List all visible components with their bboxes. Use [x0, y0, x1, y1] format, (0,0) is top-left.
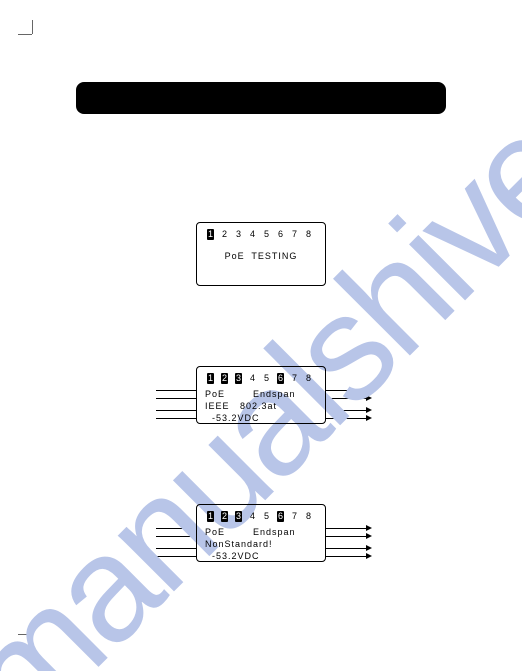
wire-left — [156, 410, 196, 411]
wire-left — [156, 548, 196, 549]
wire-right — [326, 418, 366, 419]
pin-3: 3 — [235, 373, 242, 384]
pin-2: 2 — [221, 511, 228, 522]
wire-right — [326, 536, 366, 537]
lcd3-line2: NonStandard! — [205, 538, 317, 550]
header-black-bar — [76, 82, 446, 114]
arrow-right-icon — [366, 415, 372, 421]
pin-6: 6 — [277, 373, 284, 384]
arrow-right-icon — [366, 395, 372, 401]
lcd3-pins: 12345678 — [207, 511, 317, 522]
lcd2-line3: -53.2VDC — [205, 412, 317, 424]
lcd-display-nonstandard: 12345678 PoE Endspan NonStandard! -53.2V… — [196, 504, 326, 562]
wire-left — [156, 390, 196, 391]
pin-3: 3 — [235, 229, 242, 240]
lcd3-line1: PoE Endspan — [205, 526, 317, 538]
pin-5: 5 — [263, 511, 270, 522]
wire-right — [326, 556, 366, 557]
lcd-display-ieee: 12345678 PoE Endspan IEEE 802.3at -53.2V… — [196, 366, 326, 424]
pin-8: 8 — [305, 511, 312, 522]
lcd3-line3: -53.2VDC — [205, 550, 317, 562]
wire-left — [156, 556, 196, 557]
pin-6: 6 — [277, 511, 284, 522]
arrow-right-icon — [366, 545, 372, 551]
pin-8: 8 — [305, 373, 312, 384]
pin-5: 5 — [263, 229, 270, 240]
pin-2: 2 — [221, 373, 228, 384]
arrow-right-icon — [366, 553, 372, 559]
pin-7: 7 — [291, 373, 298, 384]
arrow-right-icon — [366, 407, 372, 413]
wire-right — [326, 410, 366, 411]
wire-right — [326, 528, 366, 529]
crop-mark-tl-v — [32, 20, 33, 34]
lcd2-pins: 12345678 — [207, 373, 317, 384]
pin-8: 8 — [305, 229, 312, 240]
lcd2-line2: IEEE 802.3at — [205, 400, 317, 412]
lcd-display-testing: 12345678 PoE TESTING — [196, 222, 326, 286]
pin-1: 1 — [207, 229, 214, 240]
wire-right — [326, 398, 366, 399]
pin-6: 6 — [277, 229, 284, 240]
wire-left — [156, 536, 196, 537]
wire-left — [156, 418, 196, 419]
crop-mark-tl-h — [18, 34, 32, 35]
pin-5: 5 — [263, 373, 270, 384]
pin-4: 4 — [249, 229, 256, 240]
wire-right — [326, 548, 366, 549]
crop-mark-bl-v — [32, 636, 33, 650]
pin-1: 1 — [207, 373, 214, 384]
lcd1-text: PoE TESTING — [205, 250, 317, 262]
arrow-right-icon — [366, 387, 372, 393]
pin-4: 4 — [249, 373, 256, 384]
pin-1: 1 — [207, 511, 214, 522]
wire-left — [156, 398, 196, 399]
pin-2: 2 — [221, 229, 228, 240]
pin-7: 7 — [291, 511, 298, 522]
pin-3: 3 — [235, 511, 242, 522]
arrow-right-icon — [366, 525, 372, 531]
lcd2-line1: PoE Endspan — [205, 388, 317, 400]
pin-4: 4 — [249, 511, 256, 522]
pin-7: 7 — [291, 229, 298, 240]
lcd1-pins: 12345678 — [207, 229, 317, 240]
crop-mark-bl-h — [18, 634, 32, 635]
wire-right — [326, 390, 366, 391]
arrow-right-icon — [366, 533, 372, 539]
wire-left — [156, 528, 196, 529]
